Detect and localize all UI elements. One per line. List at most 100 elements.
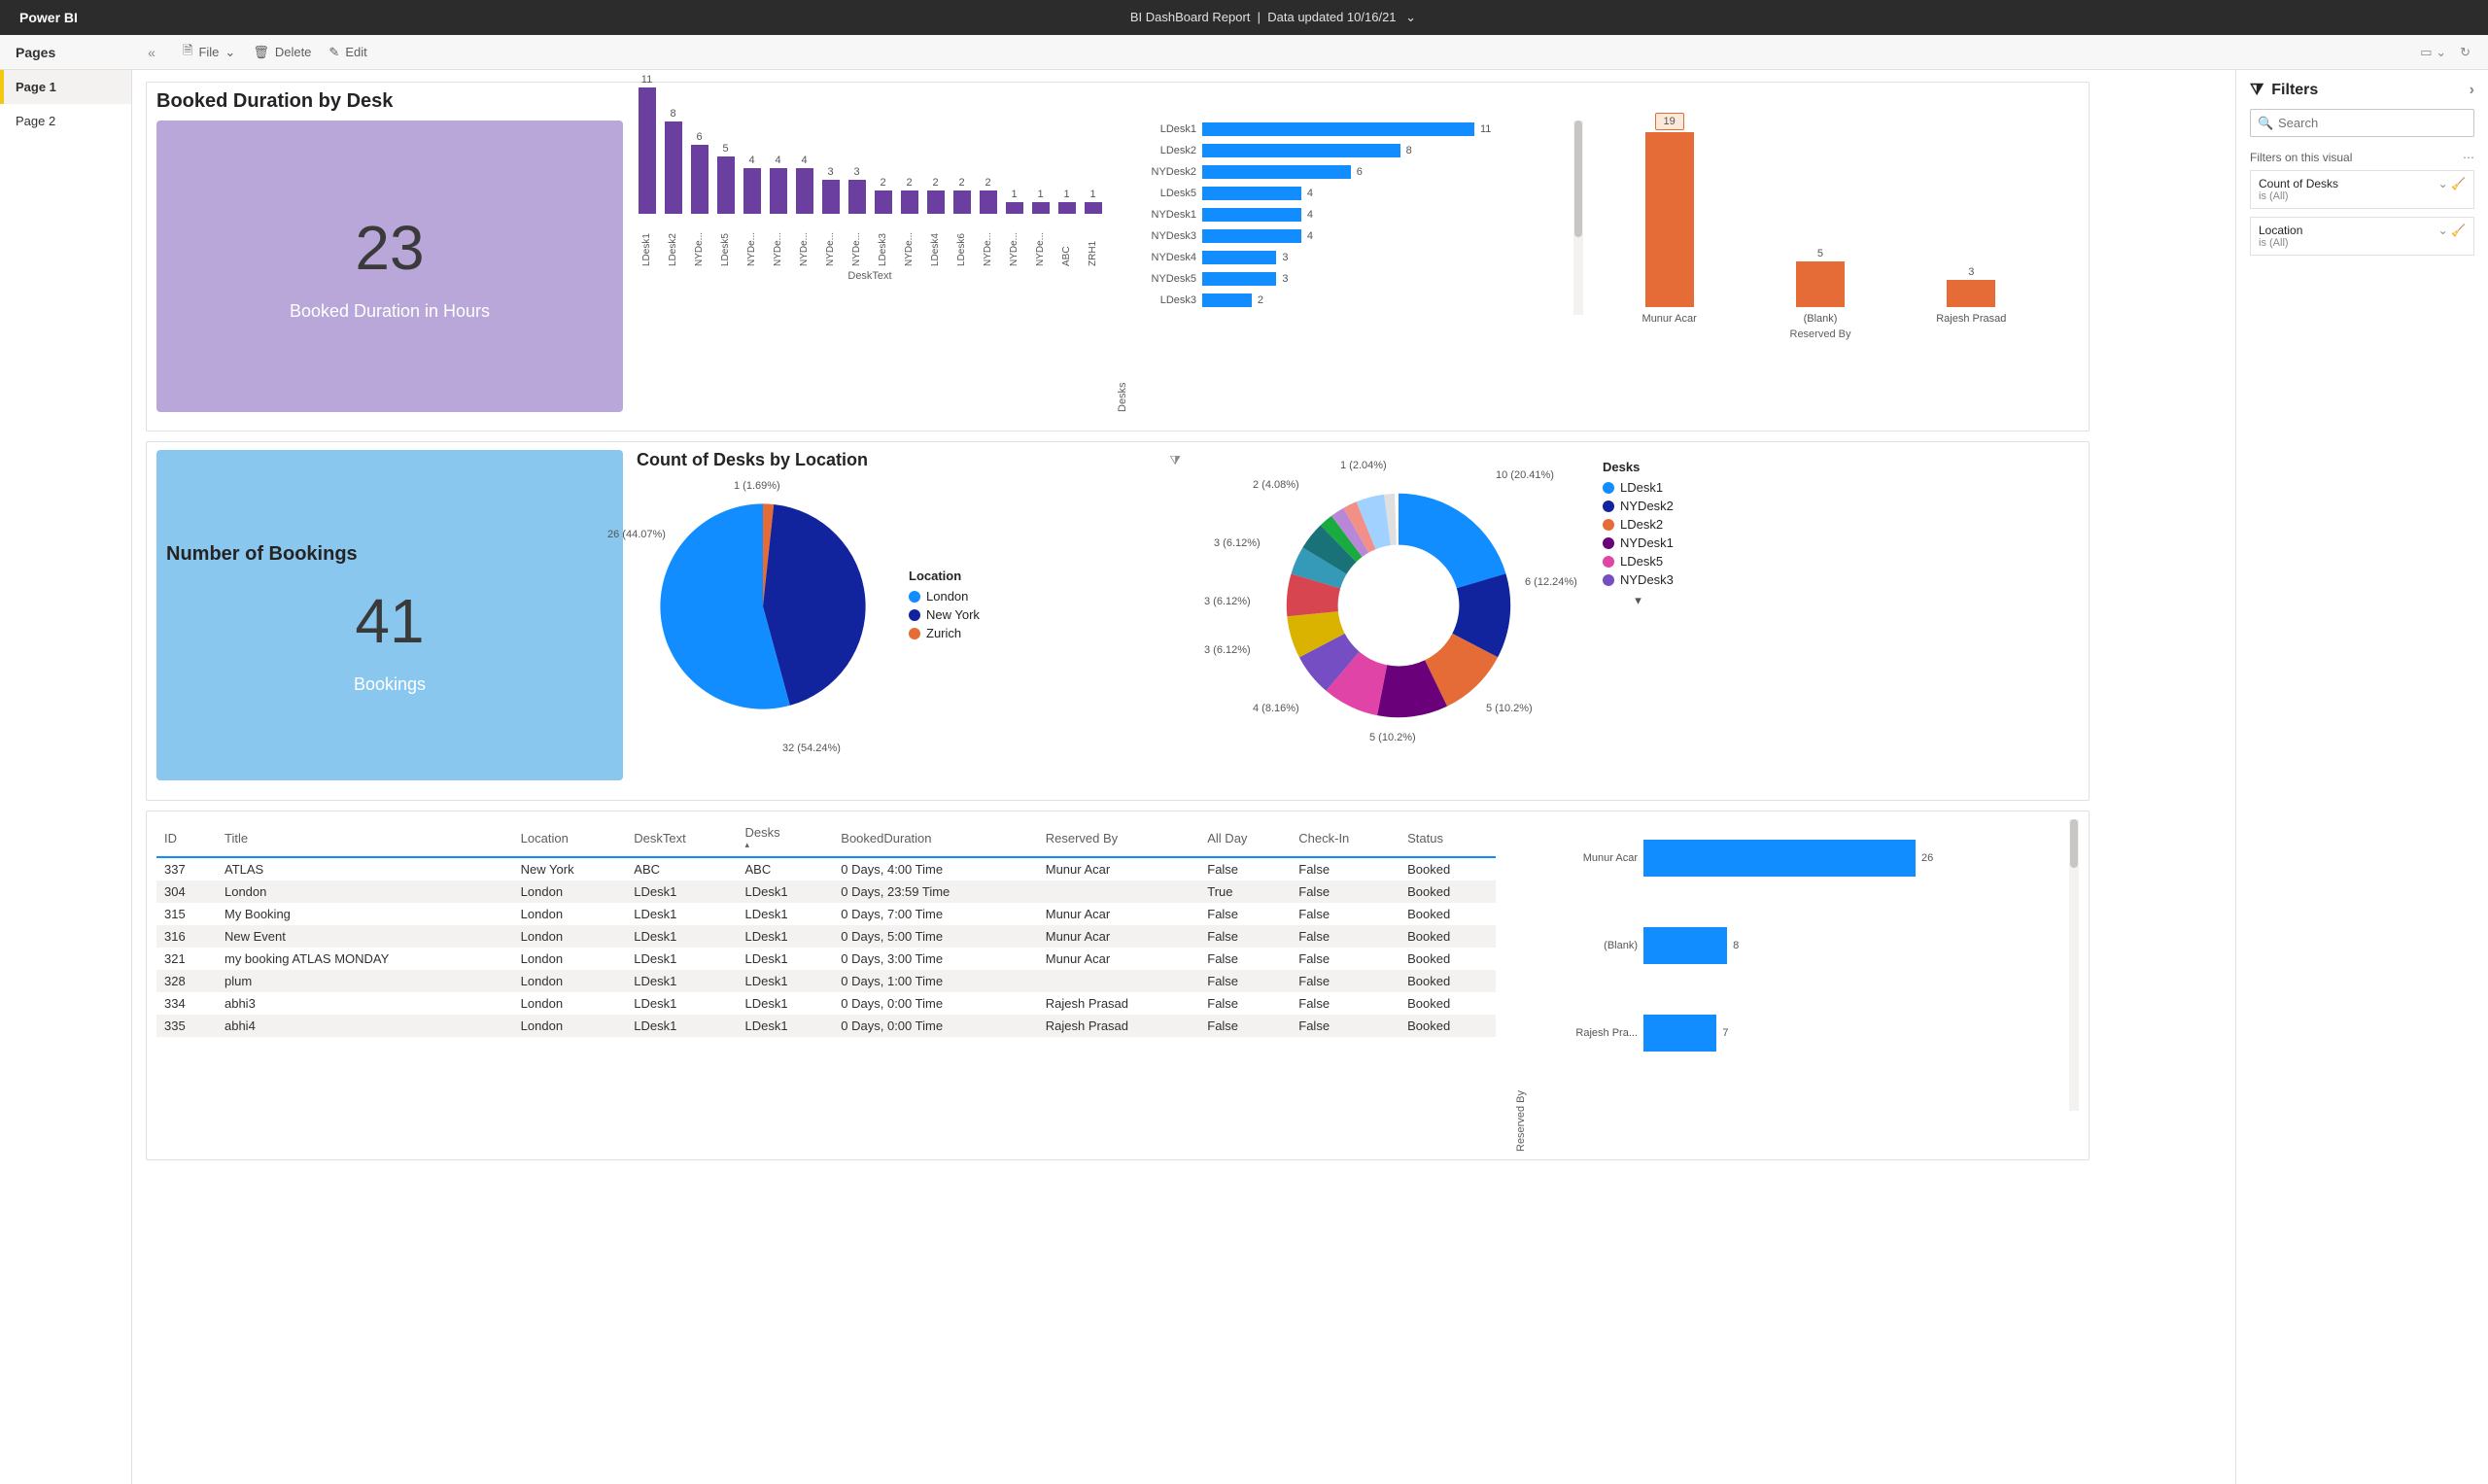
table-row[interactable]: 316New EventLondonLDesk1LDesk10 Days, 5:… <box>156 925 1496 948</box>
bar-chart-desks[interactable]: Desks LDesk111LDesk28NYDesk26LDesk54NYDe… <box>1117 121 1583 412</box>
visual-table-row[interactable]: IDTitleLocationDeskTextDesks▴BookedDurat… <box>146 811 2090 1160</box>
bar[interactable]: 5(Blank) <box>1762 248 1879 325</box>
bar-chart-desktext[interactable]: 11LDesk18LDesk26NYDe...5LDesk54NYDe...4N… <box>637 121 1103 412</box>
bar[interactable]: NYDesk43 <box>1134 249 1573 266</box>
table-row[interactable]: 315My BookingLondonLDesk1LDesk10 Days, 7… <box>156 903 1496 925</box>
bar[interactable]: 4NYDe... <box>768 155 788 266</box>
table-row[interactable]: 337ATLASNew YorkABCABC0 Days, 4:00 TimeM… <box>156 857 1496 880</box>
bar[interactable]: 1ZRH1 <box>1083 189 1103 266</box>
bar[interactable]: LDesk111 <box>1134 121 1573 138</box>
donut-chart-desks[interactable]: 10 (20.41%)6 (12.24%)5 (10.2%)5 (10.2%)4… <box>1194 450 1836 792</box>
filter-search-input[interactable] <box>2250 109 2474 137</box>
table-row[interactable]: 334abhi3LondonLDesk1LDesk10 Days, 0:00 T… <box>156 992 1496 1015</box>
bar[interactable]: Rajesh Pra...7 <box>1537 1014 2069 1053</box>
visual-bookings-row[interactable]: Number of Bookings 41 Bookings Count of … <box>146 441 2090 801</box>
table-header[interactable]: Status <box>1400 819 1496 857</box>
visual-title: Booked Duration by Desk <box>156 90 2079 113</box>
table-header[interactable]: Location <box>513 819 627 857</box>
report-canvas: Booked Duration by Desk 23 Booked Durati… <box>132 70 2235 1484</box>
data-table[interactable]: IDTitleLocationDeskTextDesks▴BookedDurat… <box>156 819 1496 1037</box>
data-table-container[interactable]: IDTitleLocationDeskTextDesks▴BookedDurat… <box>156 819 1496 1152</box>
bar[interactable]: NYDesk34 <box>1134 227 1573 245</box>
edit-button[interactable]: ✎ Edit <box>328 42 366 63</box>
table-header[interactable]: Desks▴ <box>738 819 834 857</box>
table-header[interactable]: DeskText <box>626 819 737 857</box>
bar[interactable]: 2NYDe... <box>899 177 919 266</box>
bar[interactable]: 19Munur Acar <box>1611 113 1728 325</box>
donut-label: 4 (8.16%) <box>1253 703 1299 714</box>
sidebar-page[interactable]: Page 1 <box>0 70 131 104</box>
legend-title: Desks <box>1603 460 1674 474</box>
legend-item[interactable]: NYDesk3 <box>1603 572 1674 587</box>
legend-item[interactable]: LDesk5 <box>1603 554 1674 569</box>
bar[interactable]: Munur Acar26 <box>1537 839 2069 878</box>
legend-item[interactable]: Zurich <box>909 626 980 640</box>
legend-item[interactable]: London <box>909 589 980 604</box>
chevron-down-icon: ⌄ <box>225 45 235 60</box>
bar[interactable]: (Blank)8 <box>1537 926 2069 965</box>
bar[interactable]: LDesk28 <box>1134 142 1573 159</box>
bar[interactable]: 2LDesk6 <box>951 177 972 266</box>
bar[interactable]: 5LDesk5 <box>715 143 736 266</box>
bar[interactable]: LDesk32 <box>1134 292 1573 309</box>
sidebar-page[interactable]: Page 2 <box>0 104 131 138</box>
table-row[interactable]: 328plumLondonLDesk1LDesk10 Days, 1:00 Ti… <box>156 970 1496 992</box>
chevron-down-icon[interactable]: ▾ <box>1603 593 1674 608</box>
more-icon[interactable]: ⋯ <box>2463 151 2474 164</box>
bar[interactable]: 1ABC <box>1056 189 1077 266</box>
bar-chart-reserved-by[interactable]: 19Munur Acar5(Blank)3Rajesh Prasad Reser… <box>1597 121 2044 412</box>
bar[interactable]: NYDesk14 <box>1134 206 1573 224</box>
table-row[interactable]: 321my booking ATLAS MONDAYLondonLDesk1LD… <box>156 948 1496 970</box>
filter-section-label: Filters on this visual <box>2250 151 2352 164</box>
filter-card[interactable]: Location⌄ 🧹is (All) <box>2250 217 2474 256</box>
filter-card[interactable]: Count of Desks⌄ 🧹is (All) <box>2250 170 2474 209</box>
bar[interactable]: 4NYDe... <box>742 155 762 266</box>
legend-item[interactable]: LDesk2 <box>1603 517 1674 532</box>
pie-chart-location[interactable]: Count of Desks by Location ⧩ 32 (54.24%)… <box>637 450 1181 792</box>
bar[interactable]: LDesk54 <box>1134 185 1573 202</box>
bar-chart-reserved-by-count[interactable]: Reserved By Munur Acar26(Blank)8Rajesh P… <box>1496 819 2079 1152</box>
bar[interactable]: 3NYDe... <box>820 166 841 266</box>
legend-item[interactable]: NYDesk2 <box>1603 499 1674 513</box>
table-header[interactable]: Reserved By <box>1038 819 1200 857</box>
table-header[interactable]: ID <box>156 819 217 857</box>
legend-item[interactable]: New York <box>909 607 980 622</box>
bar[interactable]: 1NYDe... <box>1004 189 1024 266</box>
scrollbar[interactable] <box>1573 121 1583 315</box>
collapse-sidebar-button[interactable]: « <box>132 45 171 60</box>
bar[interactable]: 1NYDe... <box>1030 189 1051 266</box>
kpi-booked-duration[interactable]: 23 Booked Duration in Hours <box>156 121 623 412</box>
pie-label: 32 (54.24%) <box>782 742 841 754</box>
bar[interactable]: 11LDesk1 <box>637 74 657 266</box>
table-header[interactable]: Title <box>217 819 513 857</box>
legend-item[interactable]: NYDesk1 <box>1603 535 1674 550</box>
table-header[interactable]: All Day <box>1199 819 1291 857</box>
chevron-down-icon[interactable]: ⌄ <box>1405 10 1416 25</box>
kpi-bookings[interactable]: Number of Bookings 41 Bookings <box>156 450 623 780</box>
bar[interactable]: 3NYDe... <box>847 166 867 266</box>
table-header[interactable]: Check-In <box>1291 819 1400 857</box>
table-header[interactable]: BookedDuration <box>833 819 1037 857</box>
filter-icon[interactable]: ⧩ <box>1169 453 1181 468</box>
visual-booked-duration[interactable]: Booked Duration by Desk 23 Booked Durati… <box>146 82 2090 431</box>
search-icon: 🔍 <box>2258 116 2273 131</box>
bar[interactable]: 6NYDe... <box>689 131 709 266</box>
bar[interactable]: 2LDesk3 <box>873 177 893 266</box>
bar[interactable]: 2NYDe... <box>978 177 998 266</box>
chevron-right-icon[interactable]: › <box>2470 82 2474 99</box>
bar[interactable]: 8LDesk2 <box>663 108 683 266</box>
bar[interactable]: 3Rajesh Prasad <box>1913 266 2029 325</box>
bar[interactable]: NYDesk53 <box>1134 270 1573 288</box>
file-menu[interactable]: 🗎 File ⌄ <box>183 42 235 63</box>
table-row[interactable]: 335abhi4LondonLDesk1LDesk10 Days, 0:00 T… <box>156 1015 1496 1037</box>
bar[interactable]: 4NYDe... <box>794 155 814 266</box>
bar[interactable]: NYDesk26 <box>1134 163 1573 181</box>
bar[interactable]: 2LDesk4 <box>925 177 946 266</box>
delete-button[interactable]: 🗑 Delete <box>253 42 311 63</box>
refresh-button[interactable]: ↻ <box>2460 45 2471 60</box>
report-title-area[interactable]: BI DashBoard Report | Data updated 10/16… <box>78 10 2469 25</box>
table-row[interactable]: 304LondonLondonLDesk1LDesk10 Days, 23:59… <box>156 880 1496 903</box>
scrollbar[interactable] <box>2069 819 2079 1111</box>
legend-item[interactable]: LDesk1 <box>1603 480 1674 495</box>
layout-view-button[interactable]: ▭ ⌄ <box>2420 45 2446 60</box>
